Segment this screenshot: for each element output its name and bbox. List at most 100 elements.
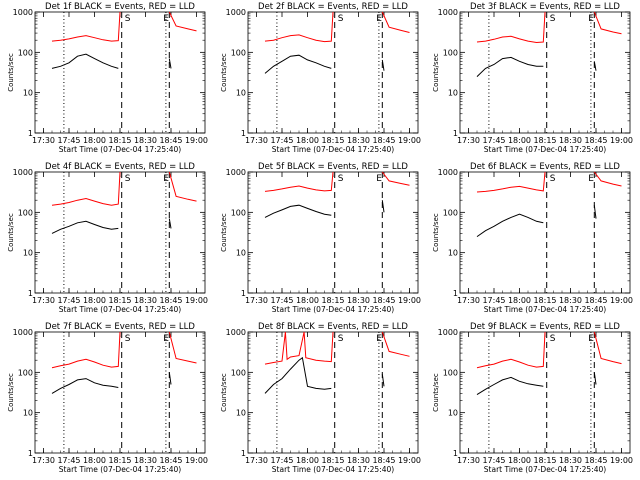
plot-frame — [34, 171, 206, 294]
y-tick-label: 1 — [453, 289, 458, 298]
x-tick-label: 18:45 — [159, 136, 182, 145]
chart-panel-3: Det 3f BLACK = Events, RED = LLD 1 10 100 10… — [432, 2, 633, 154]
x-tick-label: 17:45 — [270, 456, 293, 465]
x-tick-label: 18:15 — [533, 136, 556, 145]
series-line-lld — [168, 11, 197, 32]
x-axis-label: Start Time (07-Dec-04 17:25:40) — [59, 465, 181, 474]
series-line-events — [381, 59, 385, 71]
x-tick-label: 18:15 — [321, 136, 344, 145]
series-line-events — [381, 200, 385, 213]
series-line-events — [476, 213, 544, 238]
time-marker-label: S — [125, 174, 131, 184]
chart-panel-5: Det 5f BLACK = Events, RED = LLD 1 10 100 10… — [220, 162, 421, 314]
y-tick-label: 1 — [28, 129, 33, 138]
x-tick-label: 18:00 — [508, 456, 531, 465]
time-marker-label: S — [338, 174, 344, 184]
time-marker-label: S — [550, 174, 556, 184]
x-axis-label: Start Time (07-Dec-04 17:25:40) — [484, 305, 606, 314]
series-line-lld — [593, 11, 622, 35]
y-tick-label: 1000 — [438, 328, 458, 337]
x-tick-label: 17:45 — [482, 136, 505, 145]
time-marker-label: S — [338, 334, 344, 344]
chart-panel-4: Det 4f BLACK = Events, RED = LLD 1 10 100 10… — [7, 162, 208, 314]
time-marker-label: E — [376, 14, 382, 24]
y-tick-label: 100 — [231, 368, 246, 377]
chart-title: Det 2f BLACK = Events, RED = LLD — [258, 2, 408, 12]
y-axis-label: Counts/sec — [220, 213, 228, 252]
series-line-lld — [51, 11, 121, 42]
y-axis-label: Counts/sec — [432, 373, 440, 412]
y-tick-label: 100 — [18, 368, 33, 377]
y-tick-label: 10 — [236, 249, 246, 258]
x-tick-label: 17:30 — [32, 296, 55, 305]
series-line-lld — [51, 171, 121, 206]
x-tick-label: 17:30 — [457, 456, 480, 465]
x-tick-label: 18:15 — [108, 296, 131, 305]
x-tick-label: 17:30 — [32, 456, 55, 465]
x-tick-label: 18:30 — [134, 456, 157, 465]
time-marker-label: S — [125, 14, 131, 24]
x-tick-label: 17:30 — [245, 296, 268, 305]
x-tick-label: 19:00 — [398, 296, 421, 305]
x-tick-label: 18:30 — [347, 296, 370, 305]
time-marker-label: E — [163, 334, 169, 344]
chart-panel-8: Det 8f BLACK = Events, RED = LLD 1 10 100 10… — [220, 322, 421, 474]
series-line-lld — [381, 171, 410, 186]
y-axis-label: Counts/sec — [220, 373, 228, 412]
series-line-events — [51, 53, 119, 69]
plot-frame — [247, 331, 419, 454]
series-line-events — [51, 378, 119, 394]
time-marker-label: E — [163, 174, 169, 184]
time-marker-label: S — [550, 14, 556, 24]
series-line-events — [264, 54, 332, 74]
series-line-lld — [168, 171, 197, 202]
x-axis-label: Start Time (07-Dec-04 17:25:40) — [59, 305, 181, 314]
x-tick-label: 19:00 — [610, 136, 633, 145]
series-line-lld — [476, 331, 546, 369]
series-line-lld — [593, 171, 622, 187]
x-tick-label: 18:15 — [533, 296, 556, 305]
y-axis-label: Counts/sec — [7, 53, 15, 92]
series-line-lld — [168, 331, 197, 364]
y-tick-label: 1 — [241, 449, 246, 458]
y-tick-label: 100 — [443, 48, 458, 57]
x-tick-label: 18:30 — [559, 296, 582, 305]
time-marker-label: S — [338, 14, 344, 24]
x-tick-label: 18:30 — [347, 456, 370, 465]
time-marker-label: E — [163, 14, 169, 24]
chart-panel-1: Det 1f BLACK = Events, RED = LLD 1 10 100 10… — [7, 2, 208, 154]
y-tick-label: 1000 — [226, 328, 246, 337]
y-axis-label: Counts/sec — [220, 53, 228, 92]
x-tick-label: 18:30 — [134, 296, 157, 305]
y-tick-label: 100 — [18, 48, 33, 57]
series-line-lld — [264, 331, 334, 365]
y-tick-label: 1 — [241, 129, 246, 138]
y-tick-label: 1000 — [13, 168, 33, 177]
chart-title: Det 5f BLACK = Events, RED = LLD — [258, 162, 408, 172]
series-line-lld — [381, 11, 410, 33]
x-tick-label: 18:00 — [508, 296, 531, 305]
x-tick-label: 18:30 — [347, 136, 370, 145]
x-tick-label: 19:00 — [398, 456, 421, 465]
x-tick-label: 18:45 — [372, 296, 395, 305]
chart-title: Det 6f BLACK = Events, RED = LLD — [470, 162, 620, 172]
chart-title: Det 4f BLACK = Events, RED = LLD — [45, 162, 195, 172]
y-tick-label: 10 — [23, 409, 33, 418]
x-tick-label: 17:30 — [32, 136, 55, 145]
x-tick-label: 18:45 — [584, 136, 607, 145]
chart-title: Det 9f BLACK = Events, RED = LLD — [470, 322, 620, 332]
y-tick-label: 1000 — [226, 168, 246, 177]
x-tick-label: 18:30 — [559, 136, 582, 145]
y-tick-label: 100 — [231, 48, 246, 57]
x-tick-label: 18:45 — [584, 296, 607, 305]
y-tick-label: 100 — [443, 208, 458, 217]
x-tick-label: 18:30 — [134, 136, 157, 145]
plot-frame — [247, 11, 419, 134]
series-line-events — [381, 374, 385, 387]
y-tick-label: 10 — [448, 249, 458, 258]
chart-title: Det 1f BLACK = Events, RED = LLD — [45, 2, 195, 12]
series-line-events — [264, 356, 332, 394]
y-tick-label: 1 — [241, 289, 246, 298]
x-tick-label: 18:15 — [321, 456, 344, 465]
